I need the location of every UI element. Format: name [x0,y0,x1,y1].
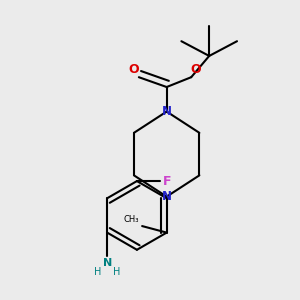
Text: H: H [94,267,101,277]
Text: O: O [129,63,139,76]
Text: N: N [103,258,112,268]
Text: N: N [162,190,172,203]
Text: N: N [162,105,172,118]
Text: O: O [191,63,201,76]
Text: CH₃: CH₃ [123,215,139,224]
Text: F: F [163,175,172,188]
Text: H: H [113,267,121,277]
